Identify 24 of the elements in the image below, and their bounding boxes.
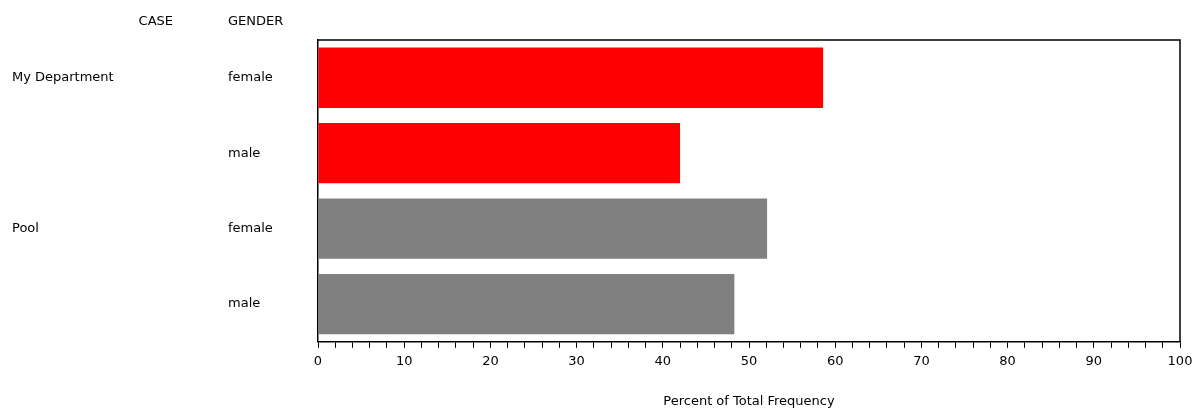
y-tick-label: female — [228, 69, 273, 85]
bar — [318, 198, 768, 259]
x-tick-label: 70 — [913, 352, 930, 368]
x-tick-label: 20 — [482, 352, 499, 368]
x-tick-label: 30 — [568, 352, 585, 368]
x-axis-title: Percent of Total Frequency — [663, 392, 835, 408]
text: My Department — [12, 69, 114, 85]
y-tick-label: male — [228, 144, 261, 160]
bar — [318, 47, 824, 108]
y-axis-title: GENDER — [228, 13, 284, 29]
x-tick-label: 80 — [999, 352, 1016, 368]
x-tick-label: 60 — [826, 352, 844, 368]
x-tick-label: 0 — [313, 352, 323, 368]
bar — [318, 123, 681, 184]
bar — [318, 273, 735, 335]
x-tick-label: 40 — [654, 352, 672, 368]
legend-title: CASE — [138, 13, 173, 29]
x-tick-label: 50 — [740, 352, 758, 368]
x-tick-label: 10 — [395, 352, 413, 368]
y-tick-label: male — [228, 295, 261, 311]
text: Pool — [12, 220, 39, 235]
x-tick-label: 100 — [1167, 352, 1193, 368]
x-tick-label: 90 — [1085, 352, 1103, 368]
y-tick-label: female — [228, 220, 273, 235]
